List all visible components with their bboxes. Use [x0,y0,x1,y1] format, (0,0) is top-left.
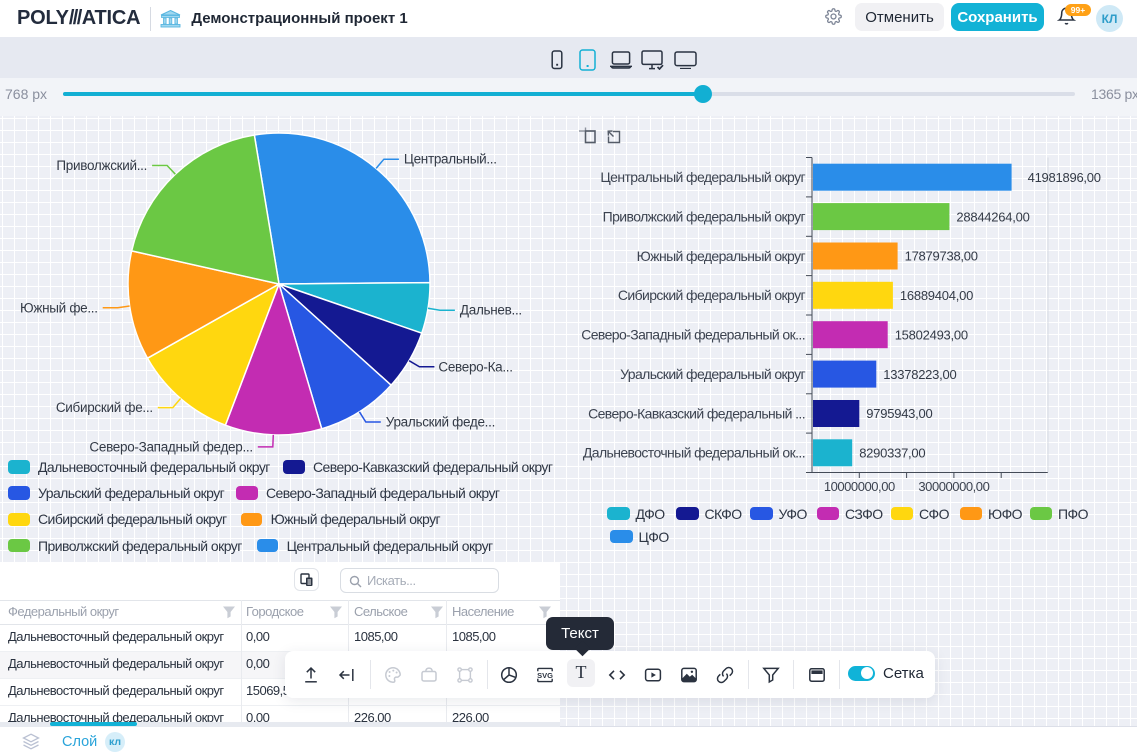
svg-text:Южный федеральный округ: Южный федеральный округ [637,248,806,264]
svg-text:8290337,00: 8290337,00 [859,446,925,461]
svg-text:Сибирский федеральный округ: Сибирский федеральный округ [618,287,806,303]
svg-text:Уральский федеральный округ: Уральский федеральный округ [620,366,805,382]
svg-text:Северо-Западный федер...: Северо-Западный федер... [89,439,252,454]
svg-text:Центральный...: Центральный... [404,152,497,167]
svg-text:17879738,00: 17879738,00 [905,249,978,264]
svg-text:Приволжский федеральный округ: Приволжский федеральный округ [603,209,806,225]
svg-text:41981896,00: 41981896,00 [1028,170,1101,185]
svg-text:Северо-Кавказский федеральный: Северо-Кавказский федеральный ... [588,405,805,421]
svg-text:28844264,00: 28844264,00 [956,209,1029,224]
svg-text:Дальнев...: Дальнев... [460,303,522,318]
svg-text:Уральский феде...: Уральский феде... [386,415,495,430]
svg-text:Дальневосточный федеральный ок: Дальневосточный федеральный ок... [583,445,805,461]
svg-text:SVG: SVG [537,671,553,680]
svg-text:13378223,00: 13378223,00 [883,367,956,382]
svg-text:9795943,00: 9795943,00 [866,406,932,421]
svg-text:Центральный федеральный округ: Центральный федеральный округ [600,169,805,185]
svg-text:16889404,00: 16889404,00 [900,288,973,303]
svg-text:15802493,00: 15802493,00 [895,327,968,342]
svg-text:Северо-Западный федеральный ок: Северо-Западный федеральный ок... [581,327,805,343]
svg-text:Южный фе...: Южный фе... [20,300,98,315]
svg-text:Приволжский...: Приволжский... [56,158,147,173]
svg-text:30000000,00: 30000000,00 [918,479,989,494]
svg-text:Северо-Ка...: Северо-Ка... [438,359,512,374]
svg-text:10000000,00: 10000000,00 [824,479,895,494]
svg-text:Сибирский фе...: Сибирский фе... [56,400,153,415]
